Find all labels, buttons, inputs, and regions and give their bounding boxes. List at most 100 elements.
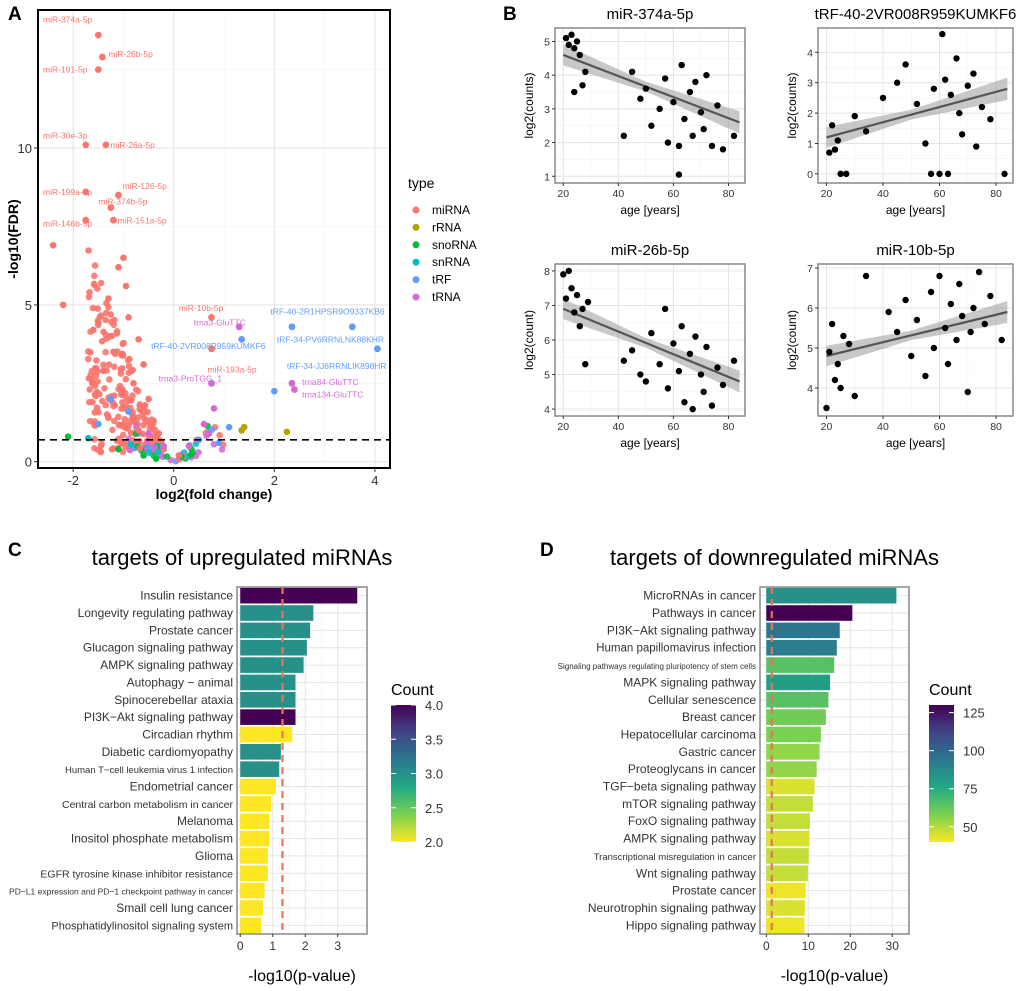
volcano-point-mirna (140, 361, 147, 368)
volcano-point-labeled (107, 204, 115, 212)
volcano-point-label: miR-126-5p (122, 181, 167, 191)
category-label: Signaling pathways regulating pluripoten… (558, 662, 756, 671)
volcano-point-labeled (208, 379, 215, 387)
scatter-point (686, 350, 694, 358)
scatter-point (730, 357, 738, 364)
scatter-point (845, 340, 853, 348)
volcano-point-labeled (82, 188, 90, 196)
x-tick-label: 10 (802, 939, 816, 953)
volcano-point-trf (107, 395, 115, 403)
y-tick-label: 5 (544, 370, 550, 382)
color-bar-tick-label: 2.5 (425, 801, 443, 816)
y-tick-label: 8 (544, 266, 550, 278)
scatter-point (826, 149, 833, 156)
volcano-point-labeled (208, 314, 215, 321)
category-label: Hepatocellular carcinoma (621, 727, 757, 741)
scatter-point (689, 132, 696, 140)
volcano-point-mirna (105, 361, 113, 368)
y-tick-label: 6 (807, 303, 813, 315)
scatter-point (678, 322, 685, 330)
bar (766, 761, 817, 777)
bar (240, 830, 270, 847)
category-label: Glucagon signaling pathway (83, 641, 233, 655)
bar (766, 917, 805, 934)
scatter-point (953, 336, 960, 344)
volcano-point-mirna (94, 321, 102, 329)
bar (240, 813, 270, 830)
category-label: PI3K−Akt signaling pathway (84, 710, 233, 724)
scatter-point (834, 360, 841, 368)
scatter-point (987, 115, 994, 123)
volcano-point-labeled (94, 66, 102, 74)
category-label: Glioma (195, 849, 233, 863)
plot-frame (817, 263, 1014, 417)
scatter-point (714, 364, 721, 371)
bar (240, 796, 272, 812)
bar (240, 726, 293, 743)
volcano-point-mirna (100, 361, 107, 369)
panel-label-d: D (540, 540, 554, 561)
volcano-point-snorna (140, 452, 147, 459)
y-tick-label: 7 (807, 263, 813, 275)
y-tick-label: 4 (807, 47, 813, 59)
volcano-point-mirna (110, 402, 117, 410)
bar-chart-upregulated: targets of upregulated miRNAs Insulin res… (9, 545, 443, 985)
scatter-point (697, 371, 705, 378)
bar (766, 830, 810, 847)
bar (766, 709, 826, 725)
x-tick-label: 30 (886, 939, 900, 953)
scatter-point (941, 324, 949, 332)
y-tick-label: 5 (807, 343, 813, 355)
category-label: MicroRNAs in cancer (643, 589, 756, 603)
volcano-point-mirna (90, 280, 98, 288)
category-label: Wnt signaling pathway (636, 866, 756, 880)
category-label: Human T−cell leukemia virus 1 infection (65, 765, 233, 776)
scatter-point (675, 142, 683, 150)
y-tick-label: 3 (544, 104, 550, 116)
panel-label-c: C (8, 540, 22, 561)
y-tick-label: 2 (544, 138, 550, 150)
volcano-point-mirna (111, 316, 118, 324)
plot-title: miR-26b-5p (611, 242, 689, 259)
scatter-point (828, 122, 836, 129)
scatter-point (944, 170, 952, 178)
volcano-point-mirna (118, 399, 126, 406)
volcano-point-labeled (348, 323, 356, 331)
volcano-point-label: trna134-GluTTC (302, 389, 363, 399)
volcano-point-mirna (100, 328, 107, 336)
volcano-point-mirna (107, 311, 115, 318)
x-tick-label: 80 (723, 421, 735, 433)
scatter-point (947, 91, 955, 99)
x-tick-label: 60 (668, 188, 680, 200)
volcano-point-label: miR-10b-5p (179, 303, 224, 313)
scatter-point (708, 402, 716, 409)
scatter-point (664, 139, 672, 146)
scatter-point (681, 398, 688, 406)
volcano-point-mirna (120, 339, 127, 347)
scatter-point (953, 55, 960, 62)
scatter-point (692, 333, 699, 340)
volcano-point-label: trna3-ProTGG_1 (159, 374, 223, 384)
volcano-point-mirna (91, 436, 98, 443)
volcano-point-mirna (49, 241, 57, 249)
scatter-point (656, 360, 663, 368)
volcano-point-mirna (141, 403, 148, 411)
volcano-point-snorna (163, 453, 171, 460)
category-label: Hippo signaling pathway (626, 918, 756, 932)
volcano-point-mirna (105, 295, 112, 302)
x-tick-label: 80 (990, 421, 1002, 433)
scatter-point (620, 132, 628, 140)
volcano-point-mirna (86, 288, 93, 296)
scatter-point (893, 79, 901, 86)
bar (240, 744, 281, 760)
scatter-point (944, 360, 952, 368)
y-axis-title: log2(counts) (785, 72, 799, 138)
scatter-point (975, 268, 983, 276)
bar (240, 605, 314, 621)
bar (240, 882, 265, 899)
volcano-point-mirna (135, 336, 142, 343)
plot-title: miR-10b-5p (876, 242, 954, 259)
plot-background (818, 264, 1013, 416)
scatter-point (902, 296, 909, 304)
bar (240, 917, 262, 934)
